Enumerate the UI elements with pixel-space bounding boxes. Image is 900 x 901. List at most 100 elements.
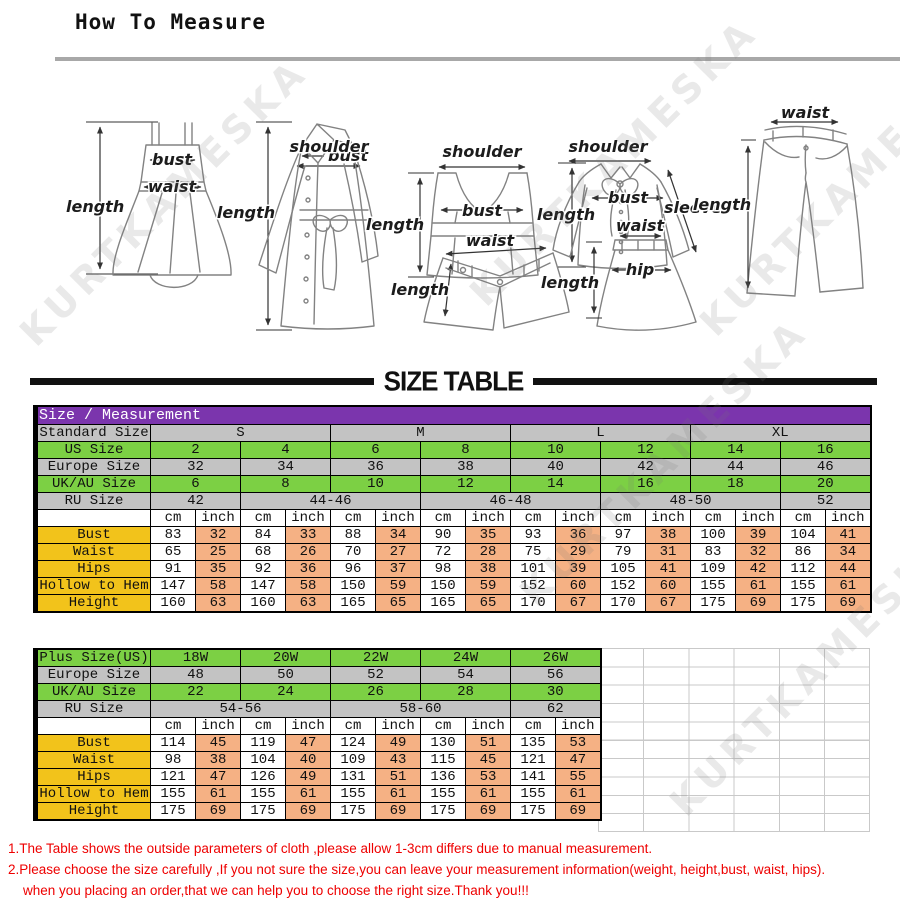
inch-value-cell: 65 bbox=[375, 594, 421, 613]
coat-length-label: length bbox=[217, 203, 275, 222]
note-line: 2.Please choose the size carefully ,If y… bbox=[8, 862, 826, 877]
measure-row: Hollow to Hem 147 58 147 58 150 59 150 59 152 60 15… bbox=[35, 577, 871, 595]
cm-value-cell: 104 bbox=[240, 751, 286, 769]
inch-value-cell: 58 bbox=[285, 577, 331, 595]
inch-value-cell: 36 bbox=[555, 526, 601, 544]
size-cell: 52 bbox=[780, 492, 871, 510]
cm-value-cell: 155 bbox=[240, 785, 286, 803]
inch-value-cell: 61 bbox=[735, 577, 781, 595]
cm-value-cell: 175 bbox=[330, 802, 376, 821]
unit-row-label bbox=[35, 717, 151, 735]
inch-value-cell: 59 bbox=[375, 577, 421, 595]
cm-value-cell: 124 bbox=[330, 734, 376, 752]
unit-inch-cell: inch bbox=[285, 717, 331, 735]
size-cell: 8 bbox=[420, 441, 511, 459]
inch-value-cell: 32 bbox=[195, 526, 241, 544]
inch-value-cell: 38 bbox=[645, 526, 691, 544]
inch-value-cell: 32 bbox=[735, 543, 781, 561]
note-line: 1.The Table shows the outside parameters… bbox=[8, 841, 653, 856]
table-title-cell: Size / Measurement bbox=[35, 405, 871, 425]
size-cell: 6 bbox=[150, 475, 241, 493]
inch-value-cell: 37 bbox=[375, 560, 421, 578]
measure-row-label: Hips bbox=[35, 560, 151, 578]
cm-value-cell: 115 bbox=[420, 751, 466, 769]
size-cell: 42 bbox=[600, 458, 691, 476]
how-to-measure-diagrams: length bust waist length bust shoulder bbox=[0, 60, 900, 365]
unit-cm-cell: cm bbox=[600, 509, 646, 527]
cm-value-cell: 93 bbox=[510, 526, 556, 544]
size-cell: XL bbox=[690, 424, 871, 442]
inch-value-cell: 61 bbox=[825, 577, 871, 595]
inch-value-cell: 67 bbox=[645, 594, 691, 613]
unit-cm-cell: cm bbox=[420, 509, 466, 527]
size-row: RU Size 42 44-46 46-48 48-50 52 bbox=[35, 492, 871, 510]
size-row-label: Europe Size bbox=[35, 666, 151, 684]
measure-row: Hips 121 47 126 49 131 51 136 53 141 55 bbox=[35, 768, 601, 786]
size-row: US Size 2 4 6 8 10 12 14 16 bbox=[35, 441, 871, 459]
unit-inch-cell: inch bbox=[465, 509, 511, 527]
size-row: Europe Size 48 50 52 54 56 bbox=[35, 666, 601, 684]
cm-value-cell: 98 bbox=[420, 560, 466, 578]
garment-diagrams-svg: length bust waist length bust shoulder bbox=[65, 102, 864, 331]
inch-value-cell: 41 bbox=[825, 526, 871, 544]
skirt-waist-label: waist bbox=[616, 216, 666, 235]
cm-value-cell: 68 bbox=[240, 543, 286, 561]
size-cell: 54-56 bbox=[150, 700, 331, 718]
size-cell: 26W bbox=[510, 648, 601, 667]
size-row: Standard Size S M L XL bbox=[35, 424, 871, 442]
cm-value-cell: 135 bbox=[510, 734, 556, 752]
measure-row-label: Hips bbox=[35, 768, 151, 786]
unit-cm-cell: cm bbox=[510, 509, 556, 527]
size-cell: 24W bbox=[420, 648, 511, 667]
cm-value-cell: 96 bbox=[330, 560, 376, 578]
measure-row-label: Waist bbox=[35, 751, 151, 769]
inch-value-cell: 39 bbox=[735, 526, 781, 544]
inch-value-cell: 51 bbox=[465, 734, 511, 752]
size-row: UK/AU Size 22 24 26 28 30 bbox=[35, 683, 601, 701]
pants-length-label: length bbox=[693, 195, 751, 214]
inch-value-cell: 34 bbox=[375, 526, 421, 544]
inch-value-cell: 25 bbox=[195, 543, 241, 561]
size-cell: 34 bbox=[240, 458, 331, 476]
inch-value-cell: 53 bbox=[555, 734, 601, 752]
size-table-plus: Plus Size(US) 18W 20W 22W 24W 26W Europe Size 4… bbox=[33, 648, 602, 821]
inch-value-cell: 45 bbox=[465, 751, 511, 769]
inch-value-cell: 61 bbox=[195, 785, 241, 803]
size-cell: 42 bbox=[150, 492, 241, 510]
cm-value-cell: 152 bbox=[600, 577, 646, 595]
cm-value-cell: 92 bbox=[240, 560, 286, 578]
measure-row: Hips 91 35 92 36 96 37 98 38 101 39 105 41 109 42 112 44 bbox=[35, 560, 871, 578]
size-cell: 20 bbox=[780, 475, 871, 493]
size-row-label: UK/AU Size bbox=[35, 475, 151, 493]
measure-row: Hollow to Hem 155 61 155 61 155 61 155 61 155 61 bbox=[35, 785, 601, 803]
size-cell: 16 bbox=[780, 441, 871, 459]
top-divider bbox=[55, 57, 900, 61]
inch-value-cell: 36 bbox=[285, 560, 331, 578]
cm-value-cell: 70 bbox=[330, 543, 376, 561]
shorts-length-label: length bbox=[391, 280, 449, 299]
blouse-diagram: shoulder length bust sleeve bbox=[535, 136, 724, 270]
cm-value-cell: 83 bbox=[690, 543, 736, 561]
size-cell: 24 bbox=[240, 683, 331, 701]
inch-value-cell: 29 bbox=[555, 543, 601, 561]
inch-value-cell: 47 bbox=[285, 734, 331, 752]
unit-cm-cell: cm bbox=[510, 717, 556, 735]
top-bust-label: bust bbox=[462, 201, 503, 220]
inch-value-cell: 63 bbox=[195, 594, 241, 613]
dress-waist-label: waist bbox=[148, 177, 198, 196]
size-cell: 6 bbox=[330, 441, 421, 459]
size-cell: 56 bbox=[510, 666, 601, 684]
unit-inch-cell: inch bbox=[375, 717, 421, 735]
cm-value-cell: 101 bbox=[510, 560, 556, 578]
unit-cm-cell: cm bbox=[420, 717, 466, 735]
size-cell: 14 bbox=[690, 441, 781, 459]
unit-inch-cell: inch bbox=[555, 509, 601, 527]
dress-diagram: length bust waist bbox=[65, 121, 232, 288]
blouse-bust-label: bust bbox=[608, 188, 649, 207]
blouse-length-label: length bbox=[537, 205, 595, 224]
measure-row: Height 160 63 160 63 165 65 165 65 170 67 170 67 175 6… bbox=[35, 594, 871, 613]
inch-value-cell: 61 bbox=[555, 785, 601, 803]
cm-value-cell: 152 bbox=[510, 577, 556, 595]
inch-value-cell: 40 bbox=[285, 751, 331, 769]
shorts-diagram: waist length bbox=[389, 230, 570, 331]
